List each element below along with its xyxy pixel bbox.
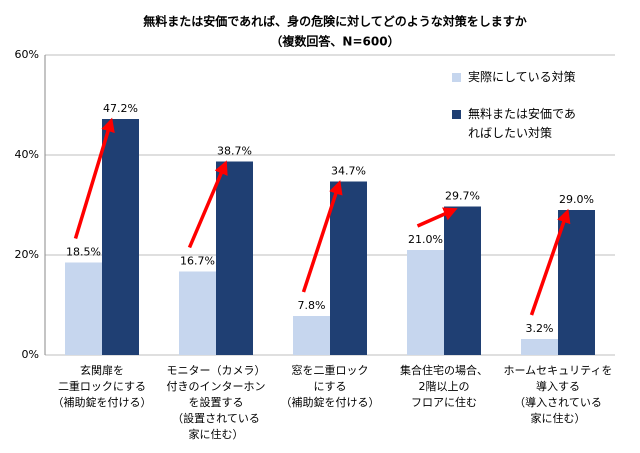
legend-label: 無料または安価であればしたい対策 xyxy=(468,107,576,140)
bar xyxy=(330,181,367,355)
x-tick-label: 付きのインターホン xyxy=(167,380,266,393)
x-tick-label: （補助錠を付ける） xyxy=(281,395,380,409)
y-tick-label: 60% xyxy=(15,48,39,61)
x-tick-label: 家に住む） xyxy=(189,427,244,441)
bar xyxy=(558,210,595,355)
value-label: 7.8% xyxy=(298,299,326,312)
legend-swatch xyxy=(452,73,461,82)
bar xyxy=(102,119,139,355)
bar xyxy=(521,339,558,355)
chart-title: 無料または安価であれば、身の危険に対してどのような対策をしますか xyxy=(143,14,527,29)
value-label: 29.0% xyxy=(559,193,594,206)
trend-arrow xyxy=(187,160,228,249)
x-tick-label: 玄関扉を xyxy=(80,363,124,377)
y-tick-label: 20% xyxy=(15,248,39,261)
x-tick-label: を設置する xyxy=(189,395,244,409)
value-label: 3.2% xyxy=(526,322,554,335)
bar xyxy=(216,161,253,355)
chart-subtitle: （複数回答、N=600） xyxy=(270,34,399,49)
x-tick-label: 集合住宅の場合、 xyxy=(400,363,488,377)
value-label: 18.5% xyxy=(66,246,101,259)
value-label: 34.7% xyxy=(331,165,366,178)
legend-swatch xyxy=(452,110,461,119)
bar xyxy=(293,316,330,355)
trend-arrow xyxy=(73,117,115,240)
value-label: 29.7% xyxy=(445,190,480,203)
x-tick-label: 導入する xyxy=(536,379,580,393)
trend-arrow xyxy=(416,207,458,228)
x-tick-label: （設置されている xyxy=(172,411,260,425)
y-tick-label: 40% xyxy=(15,148,39,161)
x-tick-label: 二重ロックにする xyxy=(58,379,146,393)
value-label: 47.2% xyxy=(103,102,138,115)
bar xyxy=(444,206,481,355)
value-label: 16.7% xyxy=(180,255,215,268)
bar xyxy=(407,250,444,355)
value-label: 21.0% xyxy=(408,233,443,246)
bar xyxy=(179,271,216,355)
x-tick-label: モニター（カメラ） xyxy=(167,364,266,377)
x-tick-label: （導入されている xyxy=(514,395,602,409)
x-tick-label: フロアに住む xyxy=(411,395,477,409)
trend-arrow xyxy=(529,208,571,316)
x-tick-label: にする xyxy=(313,380,346,393)
x-tick-label: （補助錠を付ける） xyxy=(53,395,152,409)
x-tick-label: 家に住む） xyxy=(531,411,586,425)
value-label: 38.7% xyxy=(217,145,252,158)
bar xyxy=(65,262,102,355)
legend-label: 実際にしている対策 xyxy=(468,70,576,84)
x-tick-label: ホームセキュリティを xyxy=(503,364,612,377)
trend-arrow xyxy=(301,180,343,293)
x-tick-label: 2階以上の xyxy=(419,379,470,393)
y-tick-label: 0% xyxy=(22,348,39,361)
x-tick-label: 窓を二重ロック xyxy=(292,363,369,377)
